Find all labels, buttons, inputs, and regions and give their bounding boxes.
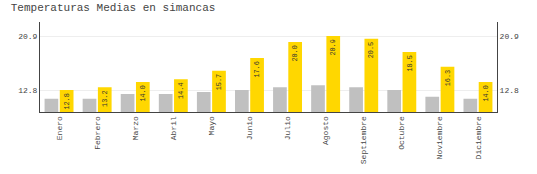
svg-text:14.0: 14.0 — [139, 85, 147, 101]
svg-text:Enero: Enero — [55, 116, 64, 140]
svg-text:14.0: 14.0 — [482, 85, 490, 101]
svg-text:Marzo: Marzo — [131, 116, 140, 140]
svg-text:Temperaturas Medias en simanca: Temperaturas Medias en simancas — [11, 2, 216, 14]
svg-text:Abril: Abril — [169, 116, 178, 140]
svg-text:Junio: Junio — [245, 116, 254, 140]
svg-text:Febrero: Febrero — [93, 116, 102, 150]
svg-text:12.8: 12.8 — [500, 86, 519, 95]
svg-text:20.9: 20.9 — [329, 39, 337, 55]
svg-text:12.8: 12.8 — [63, 93, 71, 109]
svg-text:20.9: 20.9 — [18, 32, 37, 41]
svg-text:Julio: Julio — [283, 116, 292, 140]
svg-text:17.6: 17.6 — [253, 61, 261, 77]
svg-text:Octubre: Octubre — [397, 116, 406, 150]
svg-text:13.2: 13.2 — [101, 91, 109, 107]
svg-text:16.3: 16.3 — [444, 70, 452, 86]
svg-text:Diciembre: Diciembre — [474, 116, 483, 159]
svg-text:Septiembre: Septiembre — [359, 116, 368, 164]
svg-text:12.8: 12.8 — [18, 86, 37, 95]
svg-text:20.5: 20.5 — [367, 42, 375, 58]
svg-text:18.5: 18.5 — [406, 55, 414, 71]
svg-text:15.7: 15.7 — [215, 74, 223, 90]
svg-text:Noviembre: Noviembre — [435, 116, 444, 159]
svg-text:Mayo: Mayo — [207, 116, 216, 135]
svg-text:20.0: 20.0 — [291, 45, 299, 61]
svg-text:Agosto: Agosto — [321, 116, 330, 145]
svg-text:14.4: 14.4 — [177, 83, 185, 99]
svg-text:20.9: 20.9 — [500, 32, 519, 41]
